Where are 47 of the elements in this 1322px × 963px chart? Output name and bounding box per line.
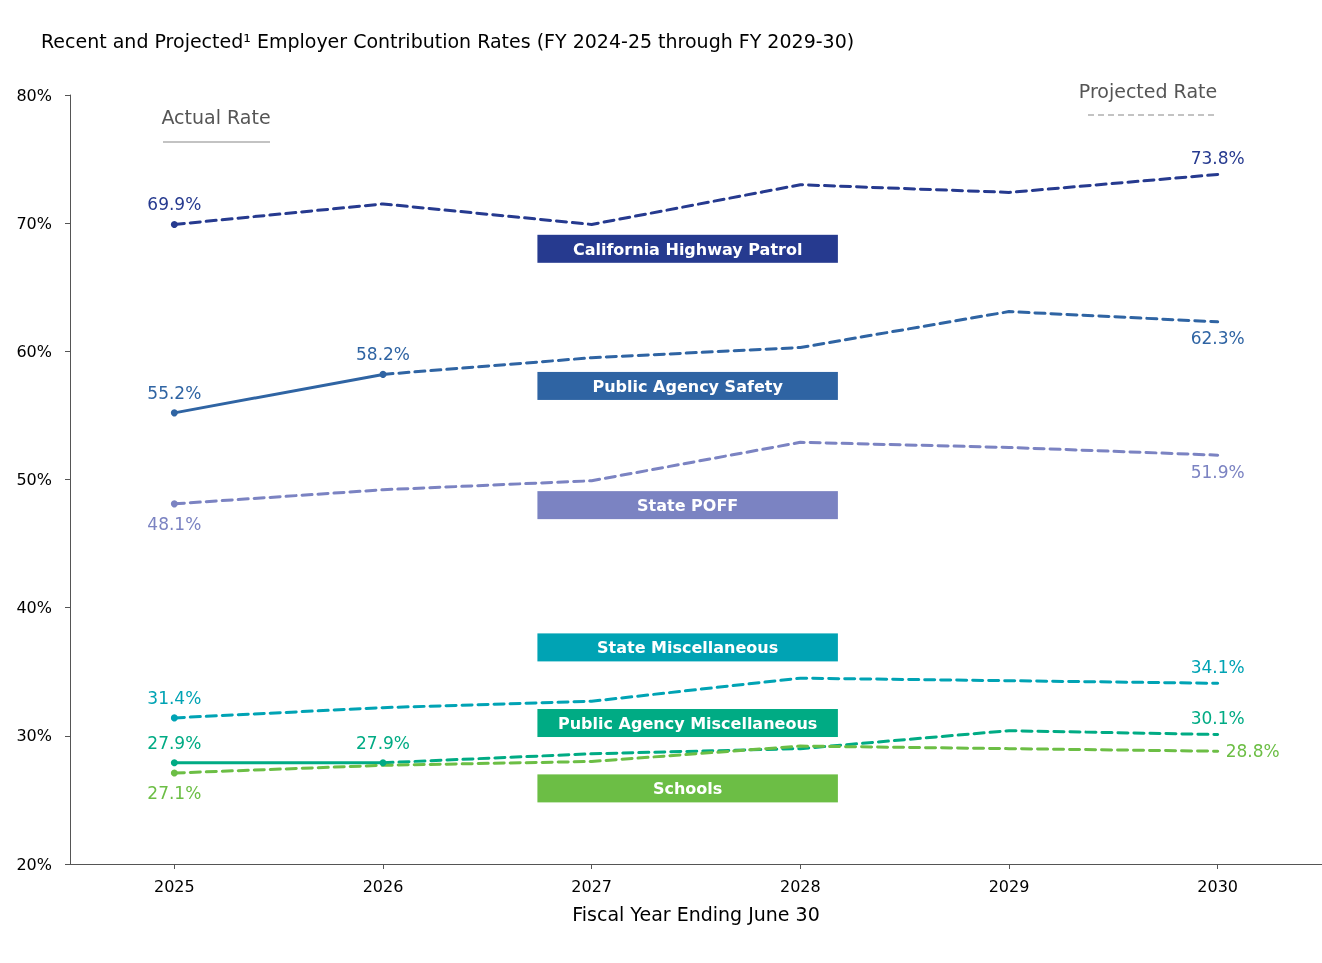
data-label: 30.1% xyxy=(1190,708,1245,729)
data-label: 34.1% xyxy=(1190,656,1245,677)
point xyxy=(379,370,387,378)
chart-title: Recent and Projected¹ Employer Contribution Rates (FY 2024-25 through FY 2029-30) xyxy=(41,29,855,52)
series-label: State Miscellaneous xyxy=(597,638,779,658)
data-label: 69.9% xyxy=(147,194,202,215)
y-tick-label: 20% xyxy=(16,854,52,874)
data-label: 31.4% xyxy=(147,687,202,708)
y-tick-label: 30% xyxy=(16,726,52,746)
data-label: 62.3% xyxy=(1190,328,1245,349)
name-tag: State Miscellaneous xyxy=(537,633,838,662)
data-label: 55.2% xyxy=(147,382,202,403)
data-label: 51.9% xyxy=(1190,461,1245,482)
x-tick-label: 2030 xyxy=(1197,876,1239,896)
name-tag: Public Agency Safety xyxy=(537,371,838,400)
series-label: Schools xyxy=(652,779,723,799)
point xyxy=(379,759,387,767)
data-label: 73.8% xyxy=(1190,147,1245,168)
name-tag: State POFF xyxy=(537,491,838,520)
point xyxy=(170,759,178,767)
point xyxy=(170,409,178,417)
y-tick-label: 60% xyxy=(16,341,52,361)
annotation: Projected Rate xyxy=(1078,80,1218,102)
data-label: 58.2% xyxy=(355,344,411,365)
y-tick-label: 50% xyxy=(16,470,52,489)
x-tick-label: 2025 xyxy=(153,876,195,896)
x-tick-label: 2026 xyxy=(362,876,404,896)
x-axis-title: Fiscal Year Ending June 30 xyxy=(572,902,820,925)
annotation: Actual Rate xyxy=(161,106,271,128)
data-label: 27.9% xyxy=(147,732,202,753)
data-label: 28.8% xyxy=(1225,741,1280,762)
x-tick-label: 2028 xyxy=(779,876,821,896)
series-label: Public Agency Miscellaneous xyxy=(557,714,818,734)
name-tag: Schools xyxy=(537,774,838,803)
name-tag: California Highway Patrol xyxy=(537,234,838,263)
series-label: Public Agency Safety xyxy=(592,376,784,396)
y-tick-label: 80% xyxy=(16,85,52,105)
series-label: California Highway Patrol xyxy=(572,239,803,259)
series-label: State POFF xyxy=(637,496,739,516)
data-label: 48.1% xyxy=(147,513,202,534)
y-tick-label: 70% xyxy=(16,213,52,233)
name-tag: Public Agency Miscellaneous xyxy=(537,709,838,737)
data-label: 27.1% xyxy=(147,783,202,803)
y-tick-label: 40% xyxy=(16,598,52,618)
data-label: 27.9% xyxy=(355,732,411,753)
x-tick-label: 2029 xyxy=(988,876,1030,896)
x-tick-label: 2027 xyxy=(571,876,613,896)
